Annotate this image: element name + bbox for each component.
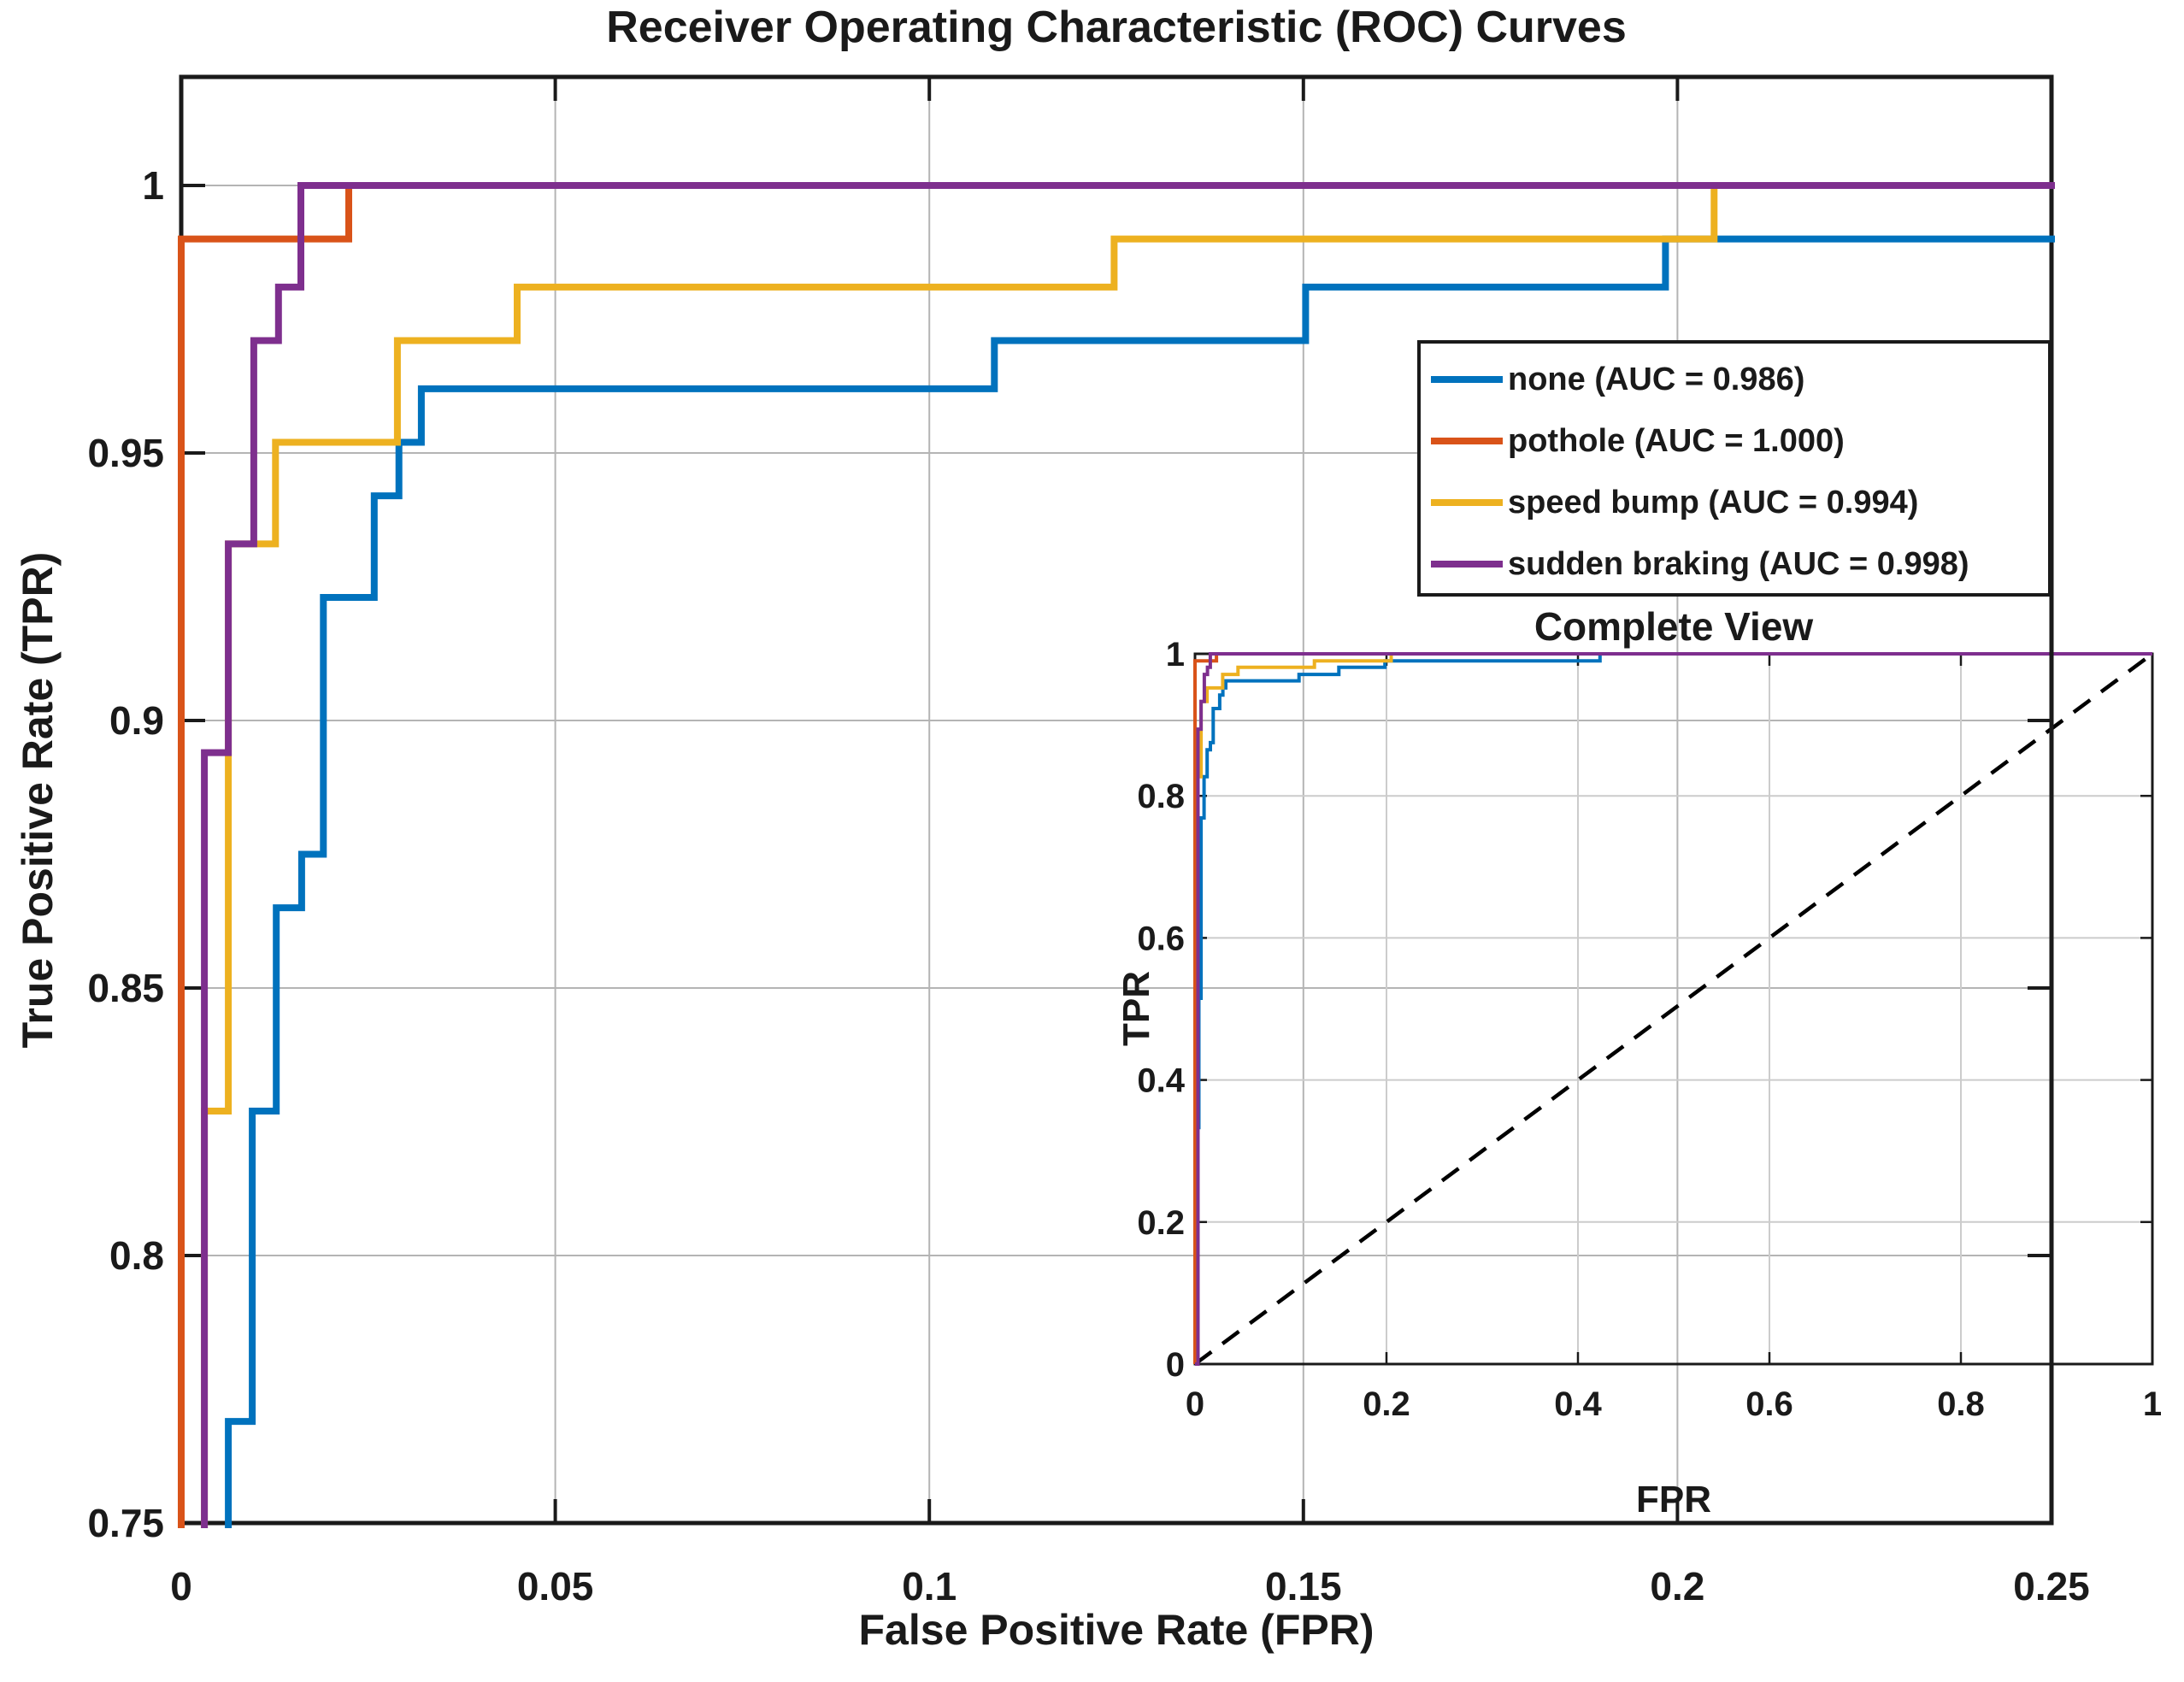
y-tick-label: 0.8 bbox=[109, 1233, 164, 1278]
roc-curve-sudden-braking bbox=[201, 182, 2055, 1528]
x-tick-label: 0.15 bbox=[1265, 1564, 1342, 1608]
y-tick-label: 0.95 bbox=[87, 431, 164, 475]
chance-diagonal-line bbox=[1193, 652, 2154, 1366]
y-axis-label: True Positive Rate (TPR) bbox=[14, 551, 62, 1049]
main-axes-box bbox=[179, 74, 2054, 1526]
roc-curve-pothole bbox=[178, 182, 2055, 1528]
inset-y-tick-label: 0.6 bbox=[1137, 920, 1185, 957]
legend-line-swatch bbox=[1431, 438, 1503, 444]
roc-curve-none bbox=[225, 235, 2055, 1528]
inset-x-tick-label: 0 bbox=[1186, 1385, 1204, 1423]
inset-x-tick-label: 0.6 bbox=[1745, 1385, 1793, 1423]
x-tick-label: 0.2 bbox=[1650, 1564, 1704, 1608]
x-axis-label: False Positive Rate (FPR) bbox=[858, 1606, 1375, 1654]
inset-y-axis-label: TPR bbox=[1116, 971, 1157, 1046]
inset-x-tick-label: 0.2 bbox=[1363, 1385, 1410, 1423]
inset-roc-curve-sudden-braking bbox=[1195, 652, 2152, 1366]
legend-label: pothole (AUC = 1.000) bbox=[1508, 423, 1845, 459]
inset-y-tick-label: 0 bbox=[1166, 1346, 1185, 1384]
chart-title: Receiver Operating Characteristic (ROC) … bbox=[606, 3, 1627, 52]
inset-y-tick-label: 1 bbox=[1166, 636, 1185, 673]
y-tick-label: 0.9 bbox=[109, 698, 164, 743]
legend-label: speed bump (AUC = 0.994) bbox=[1508, 485, 1919, 520]
legend-label: none (AUC = 0.986) bbox=[1508, 362, 1805, 397]
inset-y-tick-label: 0.8 bbox=[1137, 778, 1185, 815]
inset-x-tick-label: 1 bbox=[2143, 1385, 2162, 1423]
x-tick-label: 0.25 bbox=[2013, 1564, 2090, 1608]
legend-label: sudden braking (AUC = 0.998) bbox=[1508, 546, 1969, 582]
legend-item: sudden braking (AUC = 0.998) bbox=[1421, 545, 2048, 583]
inset-title: Complete View bbox=[1534, 604, 1814, 649]
legend-item: speed bump (AUC = 0.994) bbox=[1421, 484, 2048, 521]
legend-line-swatch bbox=[1431, 499, 1503, 506]
inset-x-axis-label: FPR bbox=[1636, 1479, 1711, 1520]
roc-curves bbox=[178, 182, 2055, 1528]
x-tick-label: 0.1 bbox=[902, 1564, 957, 1608]
y-tick-label: 1 bbox=[142, 163, 164, 208]
x-tick-label: 0 bbox=[170, 1564, 192, 1608]
y-tick-label: 0.75 bbox=[87, 1501, 164, 1545]
legend: none (AUC = 0.986) pothole (AUC = 1.000) s… bbox=[1417, 340, 2052, 597]
main-axes-border bbox=[179, 74, 2054, 1526]
legend-line-swatch bbox=[1431, 376, 1503, 383]
inset-x-tick-label: 0.4 bbox=[1554, 1385, 1602, 1423]
x-tick-label: 0.05 bbox=[517, 1564, 594, 1608]
y-tick-label: 0.85 bbox=[87, 966, 164, 1010]
main-gridlines bbox=[181, 77, 2052, 1523]
roc-curve-speed-bump bbox=[201, 182, 2055, 1528]
inset-y-tick-label: 0.4 bbox=[1137, 1062, 1185, 1100]
inset-complete-view bbox=[1193, 652, 2154, 1366]
legend-line-swatch bbox=[1431, 561, 1503, 568]
inset-y-tick-label: 0.2 bbox=[1137, 1204, 1185, 1242]
legend-item: none (AUC = 0.986) bbox=[1421, 361, 2048, 398]
inset-x-tick-label: 0.8 bbox=[1937, 1385, 1985, 1423]
legend-item: pothole (AUC = 1.000) bbox=[1421, 422, 2048, 460]
inset-roc-curve-none bbox=[1195, 652, 2152, 1366]
